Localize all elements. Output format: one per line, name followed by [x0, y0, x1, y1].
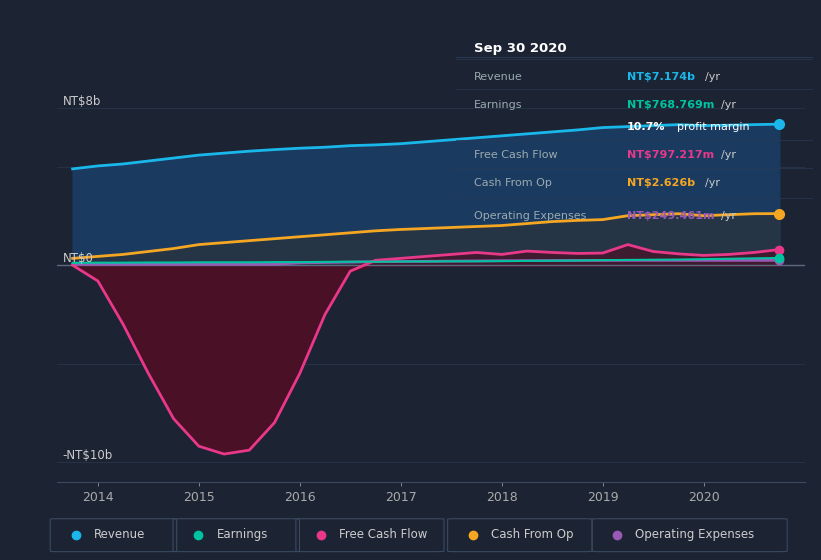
- Text: Cash From Op: Cash From Op: [491, 528, 573, 542]
- Text: NT$0: NT$0: [62, 252, 94, 265]
- Text: Revenue: Revenue: [474, 72, 522, 82]
- Text: /yr: /yr: [705, 72, 720, 82]
- Text: Operating Expenses: Operating Expenses: [635, 528, 754, 542]
- Text: NT$797.217m: NT$797.217m: [627, 150, 714, 160]
- Text: Free Cash Flow: Free Cash Flow: [474, 150, 557, 160]
- Text: Revenue: Revenue: [94, 528, 145, 542]
- Text: NT$249.461m: NT$249.461m: [627, 212, 714, 221]
- Text: /yr: /yr: [705, 178, 720, 188]
- Text: Operating Expenses: Operating Expenses: [474, 212, 586, 221]
- Text: NT$768.769m: NT$768.769m: [627, 100, 714, 110]
- Text: Earnings: Earnings: [217, 528, 268, 542]
- Text: Free Cash Flow: Free Cash Flow: [339, 528, 428, 542]
- Text: NT$7.174b: NT$7.174b: [627, 72, 695, 82]
- Text: profit margin: profit margin: [677, 122, 750, 132]
- Text: Cash From Op: Cash From Op: [474, 178, 552, 188]
- Text: Earnings: Earnings: [474, 100, 522, 110]
- Text: /yr: /yr: [721, 100, 736, 110]
- Text: -NT$10b: -NT$10b: [62, 449, 112, 462]
- Text: /yr: /yr: [721, 150, 736, 160]
- Text: NT$2.626b: NT$2.626b: [627, 178, 695, 188]
- Text: /yr: /yr: [721, 212, 736, 221]
- Text: Sep 30 2020: Sep 30 2020: [474, 42, 566, 55]
- Text: NT$8b: NT$8b: [62, 95, 101, 108]
- Text: 10.7%: 10.7%: [627, 122, 666, 132]
